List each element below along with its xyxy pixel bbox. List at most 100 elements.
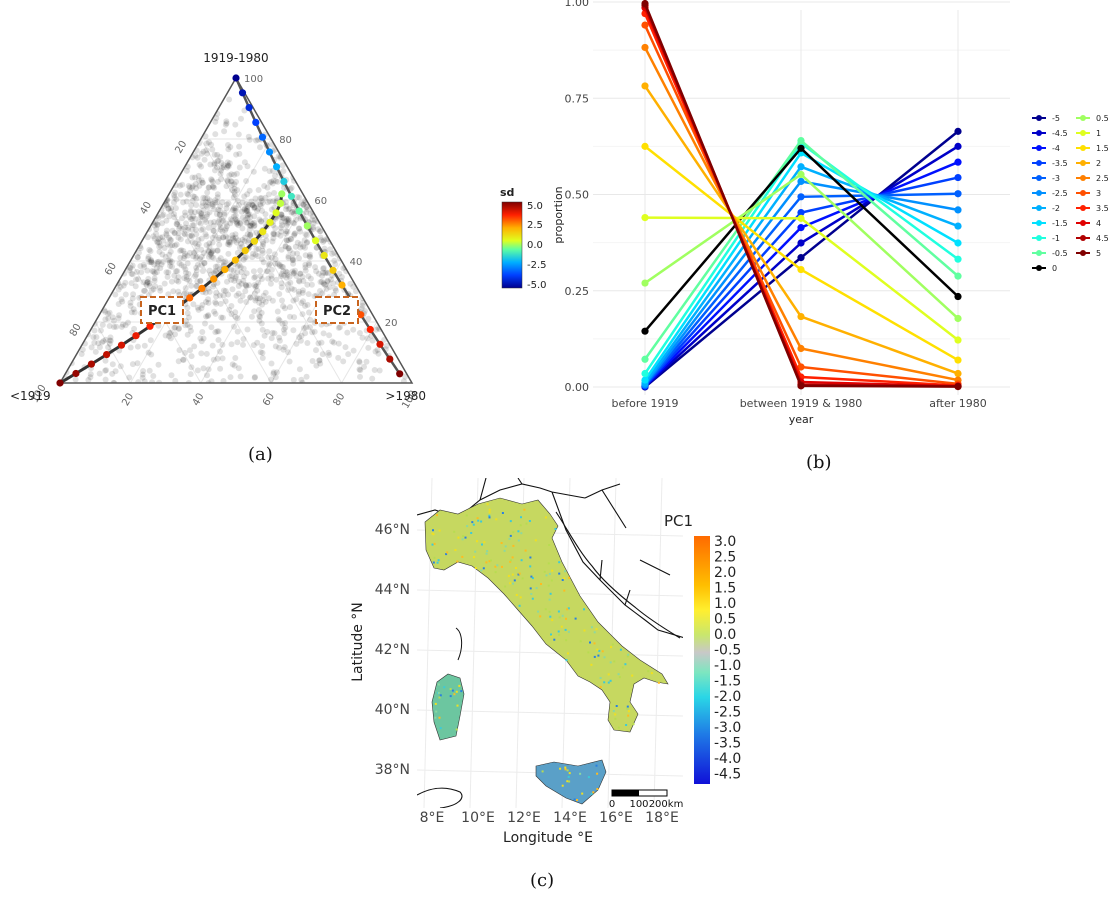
- cloud-point: [280, 215, 287, 222]
- cloud-point: [237, 219, 244, 226]
- cloud-point: [226, 273, 233, 280]
- pc2-point: [273, 163, 281, 171]
- cloud-point: [172, 242, 178, 249]
- cloud-point: [167, 236, 174, 243]
- legend-label: -2: [1052, 204, 1060, 213]
- series-point: [954, 383, 962, 391]
- cloud-point: [143, 281, 150, 288]
- cloud-point: [194, 304, 201, 311]
- cloud-point: [164, 273, 171, 280]
- longitude-tick: 14°E: [553, 810, 587, 826]
- speckle-cell: [488, 516, 491, 519]
- cloud-point: [233, 273, 239, 280]
- pc1-ticks: 3.02.52.01.51.00.50.0-0.5-1.0-1.5-2.0-2.…: [714, 534, 741, 783]
- cloud-point: [192, 215, 199, 222]
- cloud-point: [298, 200, 305, 207]
- speckle-cell: [567, 607, 570, 610]
- cloud-point: [231, 171, 238, 178]
- proportion-line-chart: proportion year before 1919 between 1919 …: [552, 0, 1108, 426]
- cloud-point: [145, 255, 152, 262]
- speckle-cell: [599, 677, 602, 679]
- series-point: [954, 369, 962, 378]
- cloud-point: [320, 265, 327, 272]
- speckle-cell: [611, 643, 614, 646]
- speckle-cell: [508, 537, 511, 540]
- cloud-point: [186, 184, 193, 191]
- cloud-point: [243, 299, 250, 305]
- cloud-point: [151, 222, 158, 229]
- speckle-cell: [567, 775, 570, 778]
- speckle-cell: [446, 551, 449, 554]
- speckle-cell: [599, 685, 602, 688]
- cloud-point: [193, 283, 200, 290]
- cloud-point: [223, 205, 230, 212]
- cloud-point: [211, 219, 218, 225]
- cloud-point: [220, 234, 227, 241]
- cloud-point: [233, 170, 240, 177]
- cloud-point: [153, 269, 160, 276]
- cloud-point: [200, 335, 207, 342]
- cloud-point: [243, 207, 250, 214]
- speckle-cell: [563, 589, 566, 592]
- cloud-point: [140, 368, 147, 374]
- cloud-point: [200, 148, 207, 155]
- cloud-point: [246, 136, 253, 143]
- series-point: [954, 222, 962, 230]
- cloud-point: [306, 260, 313, 267]
- cloud-point: [253, 200, 260, 207]
- cloud-point: [131, 325, 138, 332]
- x-tick-label: between 1919 & 1980: [740, 397, 863, 410]
- cloud-point: [325, 349, 332, 356]
- cloud-point: [184, 304, 191, 311]
- speckle-cell: [431, 532, 434, 535]
- cloud-point: [291, 314, 298, 321]
- cloud-point: [232, 234, 239, 241]
- speckle-cell: [618, 676, 621, 679]
- cloud-point: [264, 184, 271, 191]
- speckle-cell: [473, 556, 475, 559]
- pc1-tick: 2.0: [714, 565, 736, 581]
- cloud-point: [310, 224, 316, 231]
- cloud-point: [284, 228, 291, 235]
- speckle-cell: [485, 552, 488, 555]
- cloud-point: [212, 232, 219, 239]
- speckle-cell: [464, 536, 467, 539]
- cloud-point: [166, 235, 172, 241]
- cloud-point: [309, 216, 316, 223]
- cloud-point: [313, 347, 319, 354]
- cloud-point: [290, 250, 297, 257]
- cloud-point: [190, 301, 197, 308]
- cloud-point: [148, 287, 155, 294]
- cloud-point: [231, 323, 237, 330]
- cloud-point: [182, 266, 189, 273]
- cloud-point: [290, 297, 297, 304]
- cloud-point: [160, 211, 167, 218]
- cloud-point: [265, 262, 272, 269]
- cloud-point: [218, 159, 225, 166]
- cloud-point: [156, 243, 163, 250]
- cloud-point: [347, 280, 354, 287]
- cloud-point: [282, 218, 289, 225]
- cloud-point: [232, 355, 239, 361]
- cloud-point: [244, 206, 250, 213]
- series-point: [954, 190, 962, 198]
- cloud-point: [222, 258, 229, 265]
- cloud-point: [177, 191, 184, 198]
- speckle-cell: [477, 519, 480, 522]
- cloud-point: [359, 334, 366, 341]
- speckle-cell: [517, 539, 520, 542]
- cloud-point: [327, 246, 334, 253]
- cloud-point: [200, 207, 207, 214]
- cloud-point: [259, 199, 266, 206]
- legend-swatch-dot: [1036, 175, 1042, 181]
- cloud-point: [251, 374, 258, 381]
- speckle-cell: [609, 679, 612, 682]
- cloud-point: [175, 278, 182, 285]
- cloud-point: [125, 319, 131, 326]
- cloud-point: [318, 237, 325, 244]
- cloud-point: [198, 246, 205, 253]
- cloud-point: [260, 238, 267, 245]
- cloud-point: [129, 262, 136, 269]
- sd-tick: -2.5: [527, 260, 547, 271]
